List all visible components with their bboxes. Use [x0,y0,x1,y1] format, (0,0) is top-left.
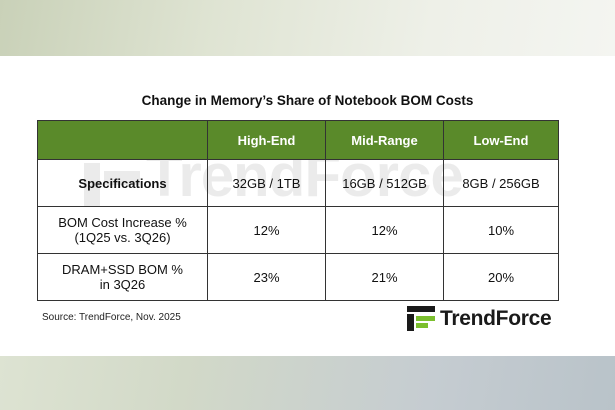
logo-text: TrendForce [440,306,552,330]
header-mid-range: Mid-Range [325,120,444,160]
bom-table: High-End Mid-Range Low-End Specification… [37,120,559,301]
table-title: Change in Memory’s Share of Notebook BOM… [141,93,474,108]
table-cell: 20% [443,253,559,301]
row-label-line: DRAM+SSD BOM % [62,262,183,277]
table-cell: 12% [325,206,444,254]
row-label-dram-ssd-bom: DRAM+SSD BOM % in 3Q26 [37,253,208,301]
row-label-line: BOM Cost Increase % [58,215,187,230]
trendforce-logo: TrendForce [407,306,552,331]
table-row: Specifications 32GB / 1TB 16GB / 512GB 8… [37,159,559,207]
bottom-background-band [0,356,615,410]
row-label-specifications: Specifications [37,159,208,207]
table-row: DRAM+SSD BOM % in 3Q26 23% 21% 20% [37,253,559,301]
row-label-line: (1Q25 vs. 3Q26) [74,230,171,245]
header-low-end: Low-End [443,120,559,160]
table-cell: 16GB / 512GB [325,159,444,207]
table-cell: 12% [207,206,326,254]
row-label-bom-cost-increase: BOM Cost Increase % (1Q25 vs. 3Q26) [37,206,208,254]
table-row: BOM Cost Increase % (1Q25 vs. 3Q26) 12% … [37,206,559,254]
table-header-row: High-End Mid-Range Low-End [37,120,559,160]
table-cell: 21% [325,253,444,301]
row-label-line: in 3Q26 [99,277,146,292]
table-cell: 23% [207,253,326,301]
table-cell: 32GB / 1TB [207,159,326,207]
top-background-band [0,0,615,56]
table-cell: 10% [443,206,559,254]
header-high-end: High-End [207,120,326,160]
trendforce-logo-icon [407,306,435,331]
table-cell: 8GB / 256GB [443,159,559,207]
header-corner-cell [37,120,208,160]
source-note: Source: TrendForce, Nov. 2025 [42,312,181,323]
